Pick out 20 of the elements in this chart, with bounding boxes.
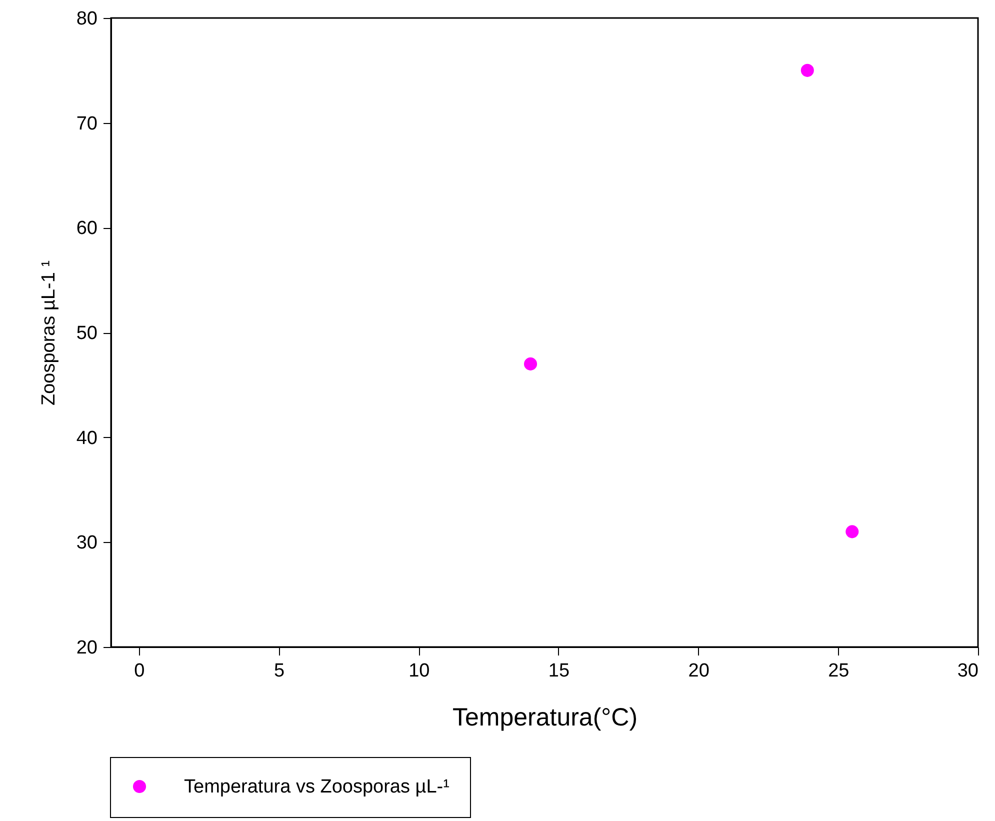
legend-label: Temperatura vs Zoosporas µL-¹ [184,776,450,798]
x-tick-label: 25 [828,660,850,682]
x-tick-label: 5 [274,660,285,682]
x-tick-label: 30 [957,660,978,682]
x-tick-label: 0 [134,660,145,682]
x-tick-label: 15 [548,660,570,682]
x-tick-label: 10 [408,660,430,682]
point [846,525,859,538]
y-tick-label: 50 [76,323,98,344]
y-tick-label: 20 [76,638,98,658]
y-tick-label: 80 [76,8,98,30]
x-tick-label: 20 [688,660,710,682]
x-axis-title: Temperatura(°C) [452,704,638,732]
y-tick-label: 40 [76,428,98,449]
point [800,64,814,77]
y-axis-title: Zoosporas µL-1 ¹ [38,260,60,406]
y-tick-label: 70 [76,113,98,134]
y-tick-label: 30 [76,532,98,554]
y-tick-label: 60 [76,218,98,240]
point [524,357,538,370]
